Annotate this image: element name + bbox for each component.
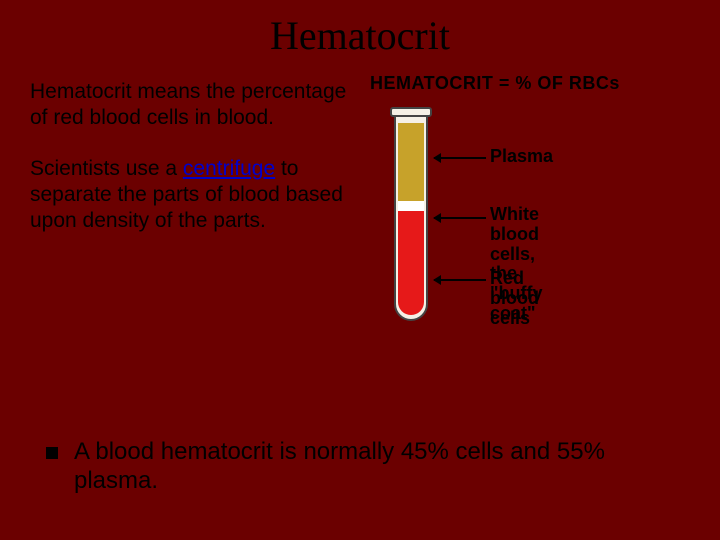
rbc-label: Red blood cells xyxy=(490,269,539,328)
content-row: Hematocrit means the percentage of red b… xyxy=(0,59,720,258)
plasma-label: Plasma xyxy=(490,147,553,167)
paragraph-2: Scientists use a centrifuge to separate … xyxy=(30,156,360,235)
tube-lip xyxy=(390,107,432,117)
bullet-square-icon xyxy=(46,447,58,459)
paragraph-1: Hematocrit means the percentage of red b… xyxy=(30,79,360,132)
right-column: HEMATOCRIT = % OF RBCs Plasma White bloo… xyxy=(360,79,690,258)
test-tube xyxy=(386,99,436,339)
slide-title: Hematocrit xyxy=(0,0,720,59)
tube-diagram: Plasma White blood cells, the "buffy coa… xyxy=(386,99,436,339)
bullet-text: A blood hematocrit is normally 45% cells… xyxy=(74,438,690,496)
rbc-arrow xyxy=(434,279,486,281)
left-column: Hematocrit means the percentage of red b… xyxy=(30,79,360,258)
plasma-arrow xyxy=(434,157,486,159)
para2-pre: Scientists use a xyxy=(30,157,183,180)
plasma-layer xyxy=(398,123,424,201)
buffy-coat-layer xyxy=(398,201,424,211)
bottom-bullet: A blood hematocrit is normally 45% cells… xyxy=(46,438,690,496)
buffy-label-line1: White blood cells, xyxy=(490,204,539,264)
centrifuge-link[interactable]: centrifuge xyxy=(183,157,275,180)
rbc-layer xyxy=(398,211,424,315)
buffy-arrow xyxy=(434,217,486,219)
diagram-header: HEMATOCRIT = % OF RBCs xyxy=(370,73,620,94)
